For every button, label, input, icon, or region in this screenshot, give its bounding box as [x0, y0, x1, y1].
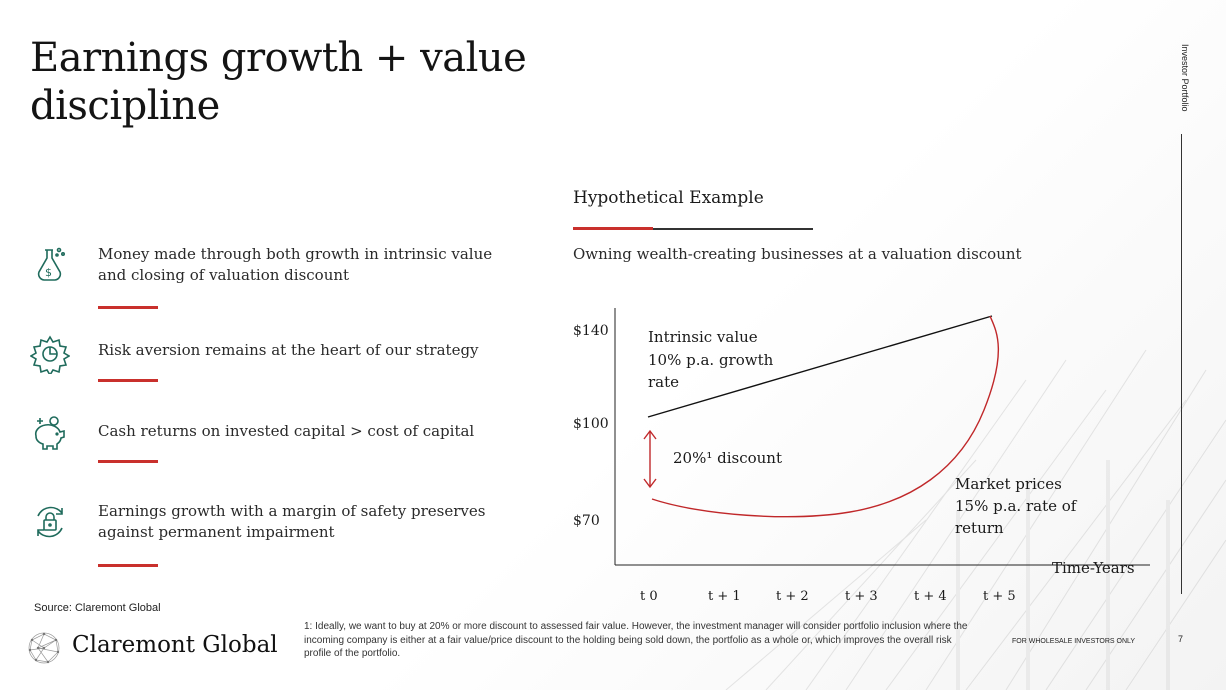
bullet-divider: [98, 306, 158, 309]
bullet-earnings-text: Earnings growth with a margin of safety …: [98, 502, 486, 541]
x-tick-label: t + 4: [914, 589, 947, 604]
y-tick-label: $140: [573, 323, 609, 339]
bullet-growth-text: Money made through both growth in intrin…: [98, 245, 493, 284]
intrinsic-value-line: [647, 315, 993, 418]
valuation-chart: $140 $100 $70 Intrinsic value 10% p.a. g…: [573, 308, 1150, 604]
discount-arrow: [643, 429, 657, 489]
piggy-bank-icon: [34, 416, 65, 450]
page-number: 7: [1178, 634, 1184, 644]
y-tick-label: $70: [573, 513, 600, 529]
x-axis-label: Time-Years: [1052, 559, 1135, 577]
lock-refresh-icon: [37, 506, 63, 538]
example-subtitle: Owning wealth-creating businesses at a v…: [573, 245, 1022, 263]
side-label-text: Investor Portfolio: [1180, 44, 1190, 112]
x-tick-label: t + 1: [708, 589, 741, 604]
intrinsic-label: Intrinsic value: [648, 328, 758, 346]
source-note: Source: Claremont Global: [34, 602, 161, 614]
side-label: Investor Portfolio: [1164, 44, 1204, 124]
money-flask-icon: $: [37, 247, 65, 281]
gear-chart-icon: [30, 335, 70, 374]
page-title: Earnings growth + value discipline: [30, 35, 527, 129]
side-rule: [1181, 134, 1182, 594]
svg-text:$: $: [45, 266, 52, 279]
bullet-risk-text: Risk aversion remains at the heart of ou…: [98, 341, 479, 359]
globe-network-icon: [28, 632, 60, 664]
heading-rule: [573, 227, 813, 230]
intrinsic-label: 10% p.a. growth: [648, 351, 774, 369]
x-tick-label: t + 3: [845, 589, 878, 604]
example-heading: Hypothetical Example: [573, 188, 764, 208]
wholesale-notice: FOR WHOLESALE INVESTORS ONLY: [1012, 638, 1136, 645]
x-tick-label: t + 5: [983, 589, 1016, 604]
bullet-divider: [98, 460, 158, 463]
intrinsic-label: rate: [648, 373, 679, 391]
market-label: 15% p.a. rate of: [955, 497, 1078, 515]
bullet-cash-text: Cash returns on invested capital > cost …: [98, 422, 475, 440]
x-tick-label: t 0: [640, 589, 658, 604]
y-tick-label: $100: [573, 416, 609, 432]
bullet-divider: [98, 564, 158, 567]
bullet-divider: [98, 379, 158, 382]
x-tick-label: t + 2: [776, 589, 809, 604]
brand-logo: Claremont Global: [24, 628, 294, 668]
footnote: 1: Ideally, we want to buy at 20% or mor…: [304, 621, 968, 659]
market-label: return: [955, 519, 1004, 537]
discount-label: 20%¹ discount: [673, 449, 782, 467]
market-price-curve: [651, 315, 1000, 518]
market-label: Market prices: [955, 475, 1062, 493]
brand-name: Claremont Global: [72, 632, 278, 658]
